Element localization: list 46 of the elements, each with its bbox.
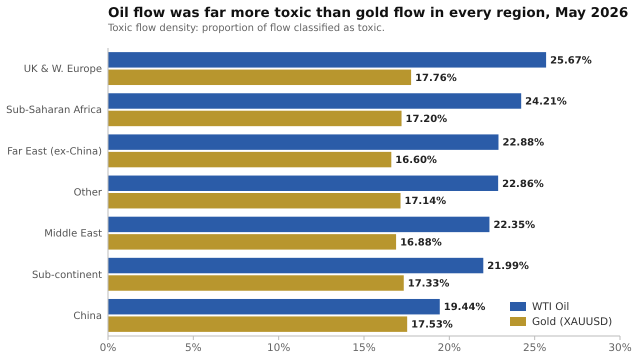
x-tick-label: 30% <box>608 342 632 354</box>
bar <box>108 134 498 150</box>
data-label: 17.20% <box>406 114 448 125</box>
data-label: 17.76% <box>415 72 457 84</box>
y-tick-label: Sub-Saharan Africa <box>6 105 102 116</box>
data-label: 25.67% <box>550 55 592 66</box>
data-label: 22.35% <box>493 220 536 231</box>
x-tick-label: 5% <box>184 342 202 354</box>
bar <box>108 70 412 86</box>
data-label: 17.53% <box>411 320 453 331</box>
bar <box>108 110 402 126</box>
x-tick-label: 0% <box>100 342 116 354</box>
y-tick-label: Sub-continent <box>32 270 102 281</box>
y-tick-label: China <box>73 310 102 322</box>
data-label: 17.33% <box>408 278 450 290</box>
bar <box>108 275 404 291</box>
chart-title: Oil flow was far more toxic than gold flow in every region, May 2026 <box>108 5 628 21</box>
data-label: 17.14% <box>404 196 446 208</box>
bar <box>108 216 490 232</box>
bar <box>108 193 401 208</box>
bar <box>108 298 440 314</box>
chart-subtitle: Toxic flow density: proportion of flow classified as toxic. <box>107 23 385 34</box>
data-label: 22.88% <box>502 138 544 149</box>
bar <box>108 152 392 168</box>
y-tick-label: UK & W. Europe <box>24 64 102 76</box>
x-tick-label: 25% <box>522 342 546 354</box>
bar <box>108 316 408 332</box>
data-label: 19.44% <box>444 302 486 314</box>
bar <box>108 176 498 191</box>
x-tick-label: 10% <box>266 342 290 354</box>
data-label: 24.21% <box>525 96 567 108</box>
data-label: 16.88% <box>400 237 442 248</box>
y-tick-label: Other <box>74 188 103 198</box>
data-label: 16.60% <box>395 155 437 166</box>
legend-label: Gold (XAUUSD) <box>532 316 612 328</box>
data-label: 22.86% <box>502 178 544 190</box>
x-tick-label: 20% <box>438 342 462 354</box>
y-tick-label: Far East (ex-China) <box>7 146 102 158</box>
y-tick-label: Middle East <box>44 228 102 240</box>
bar <box>108 52 546 68</box>
data-label: 21.99% <box>487 261 529 272</box>
x-tick-label: 15% <box>352 342 376 354</box>
bar <box>108 258 484 274</box>
bar <box>108 93 522 109</box>
legend-label: WTI Oil <box>532 301 570 314</box>
bar <box>108 234 396 250</box>
